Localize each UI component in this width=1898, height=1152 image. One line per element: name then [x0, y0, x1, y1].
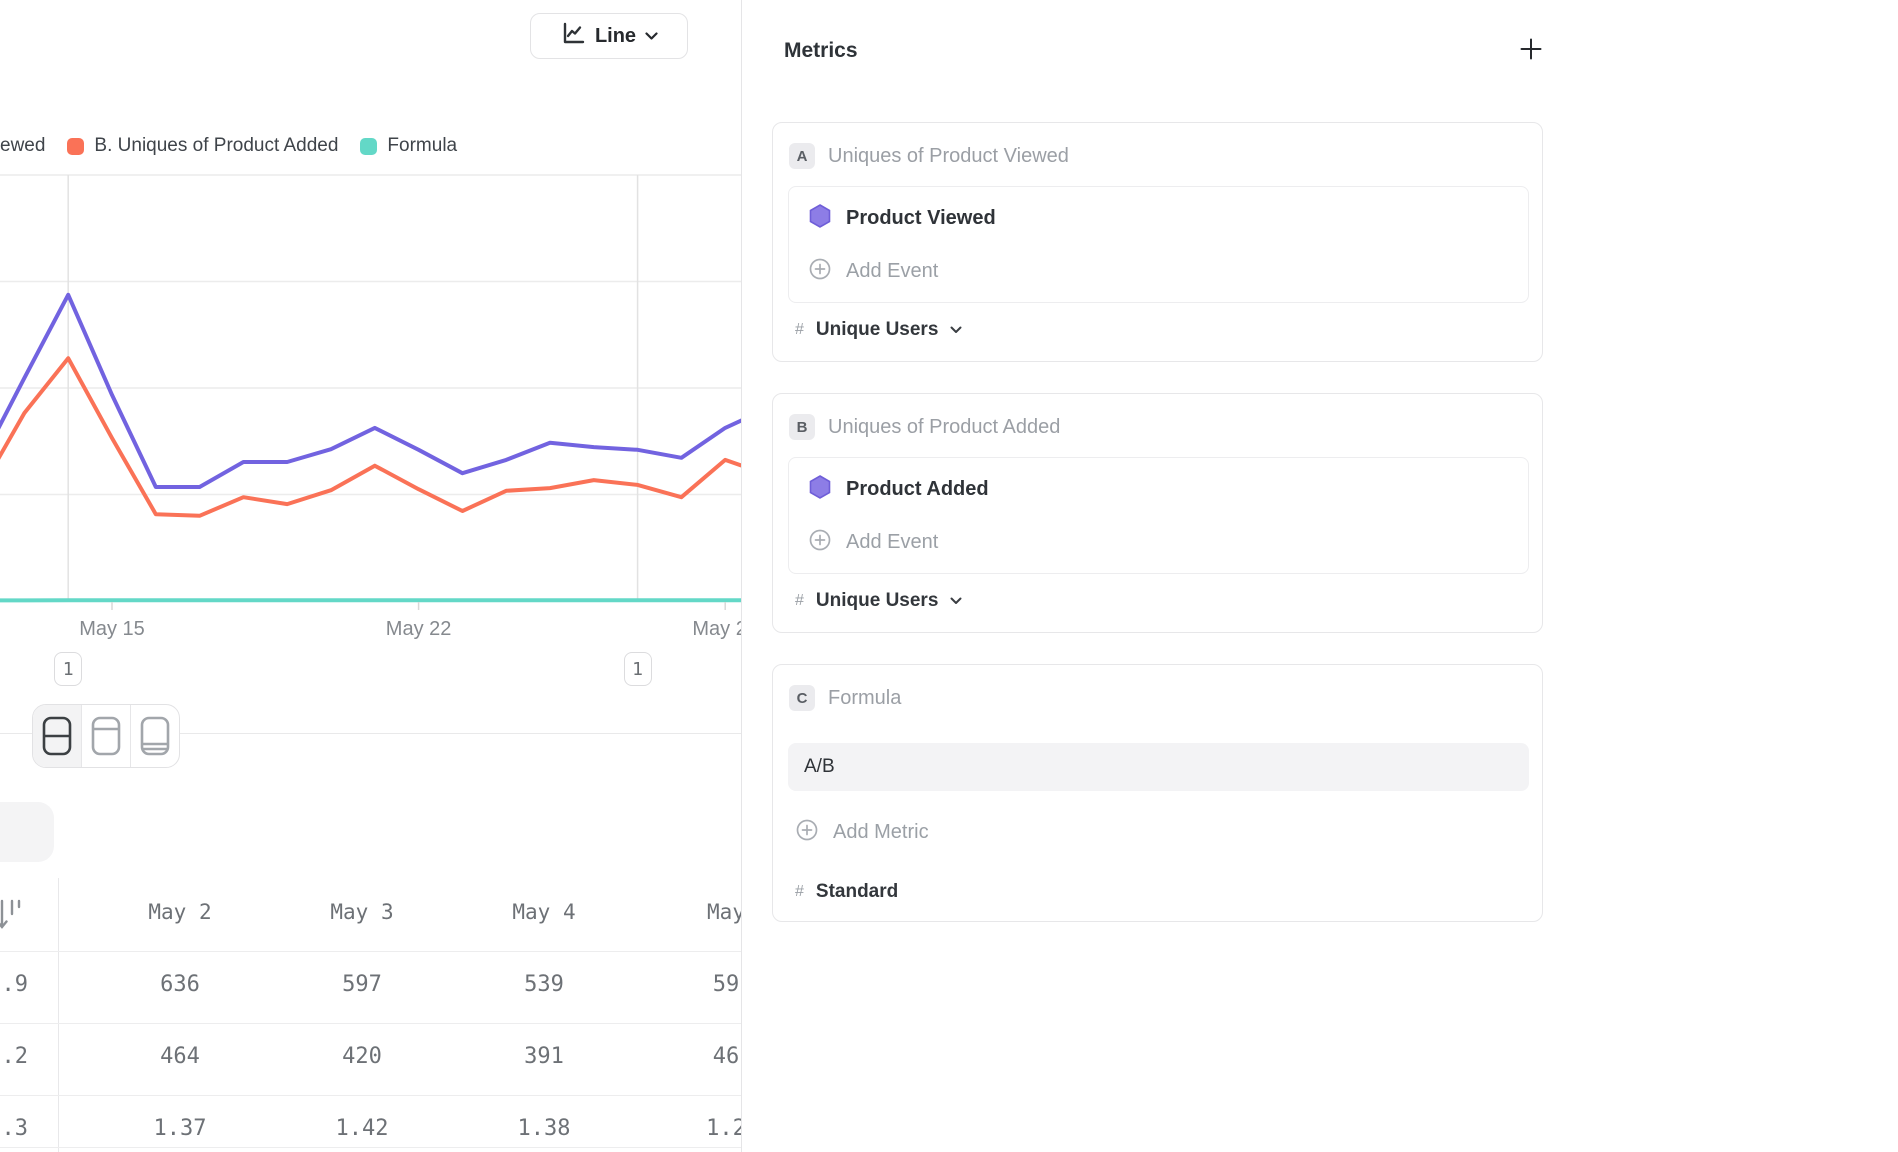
- event-group: Product Added Add Event: [788, 457, 1529, 574]
- event-hexagon-icon: [808, 203, 832, 234]
- hash-icon: #: [795, 321, 804, 338]
- table-cell-value: 1.38: [517, 1116, 571, 1141]
- measure-label: Unique Users: [815, 319, 939, 340]
- add-metric-plus-icon[interactable]: [1518, 36, 1544, 67]
- measure-label: Unique Users: [815, 590, 939, 611]
- table-row-divider: [0, 951, 742, 952]
- split-rows-layout-button[interactable]: [33, 705, 81, 767]
- plus-circle-icon: [808, 528, 832, 557]
- add-event-button[interactable]: Add Event: [808, 258, 938, 284]
- event-row[interactable]: Product Viewed: [808, 203, 996, 234]
- metric-badge-b: B: [789, 414, 815, 440]
- table-cell-value: 391: [524, 1044, 564, 1069]
- metric-badge-c: C: [789, 685, 815, 711]
- chart-section: Line ewed B. Uniques of Product Added Form…: [0, 0, 742, 1152]
- legend-item[interactable]: Formula: [360, 135, 457, 157]
- legend-item[interactable]: ewed: [0, 135, 45, 157]
- clipped-tab-chip[interactable]: [0, 802, 54, 862]
- series-line-a[interactable]: [0, 292, 742, 489]
- layout-toggle-group: [32, 704, 180, 768]
- event-row[interactable]: Product Added: [808, 474, 989, 505]
- metric-title: Uniques of Product Added: [828, 415, 1061, 438]
- table-cell-value: 464: [160, 1044, 200, 1069]
- measure-selector[interactable]: # Unique Users: [795, 319, 962, 341]
- table-row-divider: [0, 1147, 742, 1148]
- metric-title: Formula: [828, 686, 902, 709]
- chevron-down-icon: [950, 592, 962, 610]
- event-group: Product Viewed Add Event: [788, 186, 1529, 303]
- metric-card-a: A Uniques of Product Viewed Product View…: [772, 122, 1543, 362]
- frozen-column-divider: [58, 878, 59, 1152]
- legend-label: ewed: [0, 135, 46, 156]
- table-cell-value: 59: [712, 972, 740, 997]
- line-chart-icon: [560, 21, 586, 52]
- legend-swatch: [67, 137, 85, 155]
- plus-circle-icon: [808, 257, 832, 286]
- table-column-header[interactable]: May: [707, 900, 742, 924]
- table-cell-value: 1.37: [153, 1116, 207, 1141]
- event-hexagon-icon: [808, 474, 832, 505]
- frozen-cell-value: .9: [1, 972, 29, 997]
- table-cell-value: 46: [712, 1044, 740, 1069]
- legend-swatch: [360, 137, 378, 155]
- table-cell-value: 1.42: [335, 1116, 389, 1141]
- table-cell-value: 539: [524, 972, 564, 997]
- metric-title: Uniques of Product Viewed: [828, 144, 1069, 167]
- event-name: Product Viewed: [846, 206, 996, 229]
- frozen-cell-value: .3: [1, 1116, 29, 1141]
- panel-top-layout-button[interactable]: [81, 705, 130, 767]
- add-metric-label: Add Metric: [833, 820, 929, 843]
- chart-type-dropdown[interactable]: Line: [530, 13, 688, 59]
- table-cell-value: 1.2: [706, 1116, 742, 1141]
- annotation-badge[interactable]: 1: [623, 652, 652, 686]
- panel-bottom-layout-button[interactable]: [130, 705, 179, 767]
- add-event-label: Add Event: [846, 530, 939, 553]
- table-cell-value: 597: [342, 972, 382, 997]
- x-axis-label: May 22: [386, 618, 452, 640]
- measure-selector[interactable]: # Unique Users: [795, 590, 962, 612]
- legend-label: B. Uniques of Product Added: [94, 135, 339, 156]
- chart-legend: ewed B. Uniques of Product Added Formula: [0, 133, 457, 159]
- x-axis-label: May 29: [692, 618, 742, 640]
- chevron-down-icon: [645, 27, 658, 45]
- chevron-down-icon: [950, 321, 962, 339]
- table-column-header[interactable]: May 2: [148, 900, 212, 924]
- table-column-header[interactable]: May 3: [330, 900, 394, 924]
- measure-label: Standard: [815, 881, 899, 902]
- measure-selector[interactable]: # Standard: [795, 881, 898, 903]
- table-cell-value: 420: [342, 1044, 382, 1069]
- line-chart[interactable]: May 15 May 22 May 29: [0, 150, 742, 645]
- series-line-b[interactable]: [0, 356, 742, 518]
- table-column-header[interactable]: May 4: [512, 900, 576, 924]
- table-row-divider: [0, 1095, 742, 1096]
- table-cell-value: 636: [160, 972, 200, 997]
- sort-descending-icon[interactable]: [0, 896, 23, 938]
- legend-item[interactable]: B. Uniques of Product Added: [67, 135, 338, 157]
- formula-input[interactable]: A/B: [788, 743, 1529, 791]
- metrics-panel: Metrics A Uniques of Product Viewed Prod…: [741, 0, 1898, 1152]
- metric-card-c: C Formula A/B Add Metric # Standard: [772, 664, 1543, 922]
- hash-icon: #: [795, 883, 804, 900]
- metric-badge-a: A: [789, 143, 815, 169]
- x-axis-label: May 15: [79, 618, 145, 640]
- section-divider: [0, 733, 742, 734]
- table-row-divider: [0, 1023, 742, 1024]
- metrics-panel-title: Metrics: [784, 39, 858, 62]
- annotation-badge[interactable]: 1: [54, 652, 83, 686]
- results-table: May 2 May 3 May 4 May .9 636 597 539 59 .2 464 420 3…: [0, 870, 742, 1152]
- plus-circle-icon: [795, 818, 819, 847]
- formula-value: A/B: [804, 756, 835, 777]
- legend-label: Formula: [387, 135, 458, 156]
- frozen-cell-value: .2: [1, 1044, 29, 1069]
- add-event-button[interactable]: Add Event: [808, 529, 938, 555]
- add-event-label: Add Event: [846, 259, 939, 282]
- hash-icon: #: [795, 592, 804, 609]
- add-metric-button[interactable]: Add Metric: [795, 819, 929, 845]
- metric-card-b: B Uniques of Product Added Product Added: [772, 393, 1543, 633]
- chart-type-label: Line: [594, 24, 637, 47]
- event-name: Product Added: [846, 477, 989, 500]
